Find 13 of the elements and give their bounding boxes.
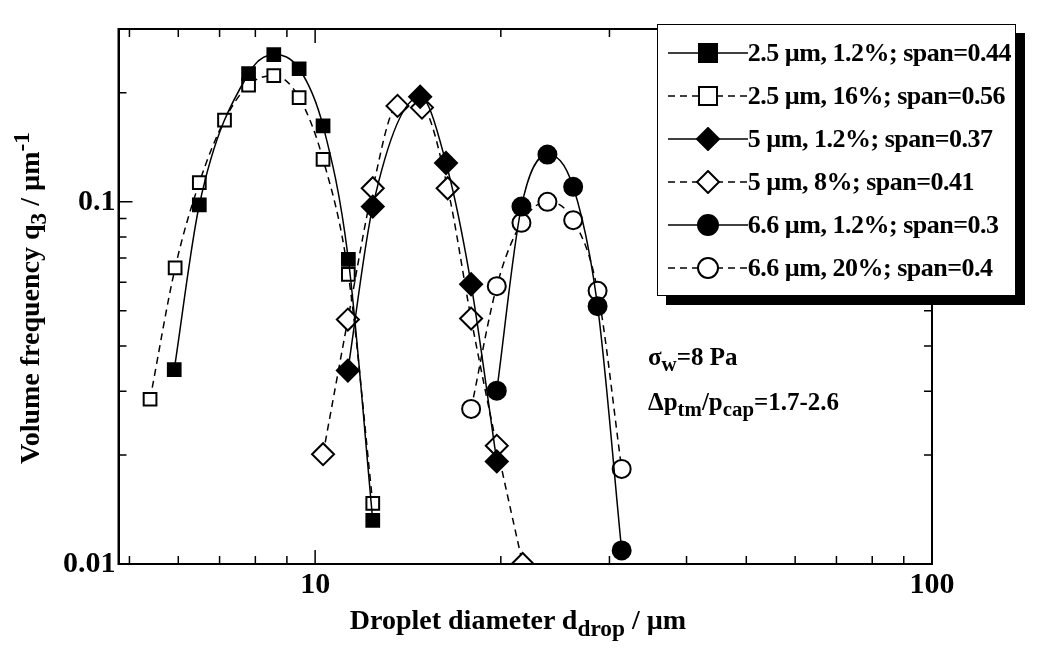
x-tick-label: 100 [909, 565, 955, 599]
annotation: σ$_{w}$=8 Pa [648, 342, 739, 378]
legend-label: 5 µm, 8%; span=0.41 [747, 166, 974, 197]
y-tick-label: 0.01 [63, 544, 116, 578]
legend-label: 6.6 µm, 1.2%; span=0.3 [747, 209, 999, 240]
legend-label: 5 µm, 1.2%; span=0.37 [747, 123, 993, 154]
x-tick-label: 10 [300, 565, 331, 599]
annotation: Δp$_{tm}$/p$_{cap}$=1.7-2.6 [648, 387, 840, 423]
x-axis-title: Droplet diameter d$_{drop}$ / µm [348, 604, 688, 642]
y-tick-label: 0.1 [78, 182, 116, 216]
legend-label: 6.6 µm, 20%; span=0.4 [747, 252, 993, 283]
legend-label: 2.5 µm, 16%; span=0.56 [747, 80, 1005, 111]
legend-label: 2.5 µm, 1.2%; span=0.44 [747, 37, 1011, 68]
